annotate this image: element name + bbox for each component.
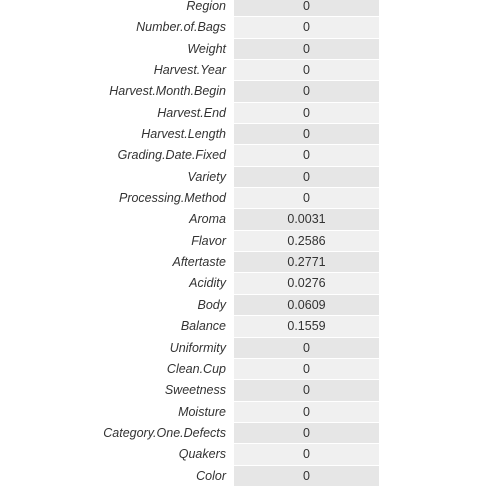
row-value: 0.0276 — [234, 273, 379, 294]
table-row: Variety 0 — [0, 166, 480, 188]
row-value: 0 — [234, 17, 379, 38]
row-label: Grading.Date.Fixed — [117, 148, 226, 163]
table-row: Harvest.Month.Begin 0 — [0, 81, 480, 102]
table-row: Aroma 0.0031 — [0, 209, 480, 230]
row-value: 0 — [234, 145, 379, 166]
row-label: Harvest.Length — [141, 127, 226, 142]
row-value: 0 — [234, 401, 379, 422]
table-row: Body 0.0609 — [0, 294, 480, 316]
table-row: Acidity 0.0276 — [0, 273, 480, 294]
table-row: Grading.Date.Fixed 0 — [0, 145, 480, 166]
row-value: 0 — [234, 444, 379, 465]
table-row: Balance 0.1559 — [0, 316, 480, 337]
table-row: Weight 0 — [0, 38, 480, 60]
table-row: Sweetness 0 — [0, 380, 480, 401]
row-label: Moisture — [178, 404, 226, 419]
row-value: 0.0031 — [234, 209, 379, 230]
table-row: Color 0 — [0, 465, 480, 487]
row-label: Aroma — [189, 212, 226, 227]
row-label: Flavor — [191, 233, 226, 248]
row-value: 0 — [234, 60, 379, 81]
table-row: Flavor 0.2586 — [0, 230, 480, 252]
row-value: 0.0609 — [234, 294, 379, 316]
row-label: Weight — [187, 41, 226, 56]
row-value: 0 — [234, 337, 379, 358]
row-label: Harvest.End — [157, 105, 226, 120]
row-value: 0.2771 — [234, 252, 379, 273]
row-label: Acidity — [189, 276, 226, 291]
row-value: 0.1559 — [234, 316, 379, 337]
row-value: 0 — [234, 0, 379, 17]
table-row: Clean.Cup 0 — [0, 358, 480, 380]
table-row: Aftertaste 0.2771 — [0, 252, 480, 273]
row-label: Number.of.Bags — [136, 20, 226, 35]
row-label: Aftertaste — [172, 255, 227, 270]
table-row: Quakers 0 — [0, 444, 480, 465]
row-label: Balance — [180, 319, 226, 334]
row-value: 0 — [234, 102, 379, 124]
table-row: Harvest.Length 0 — [0, 124, 480, 145]
row-label: Processing.Method — [118, 191, 226, 206]
row-label: Quakers — [178, 447, 226, 462]
row-value: 0 — [234, 358, 379, 380]
table-row: Uniformity 0 — [0, 337, 480, 359]
row-label: Variety — [187, 169, 226, 184]
table-row: Category.One.Defects 0 — [0, 422, 480, 444]
row-value: 0 — [234, 465, 379, 486]
table-row: Region 0 — [0, 0, 480, 17]
row-label: Color — [196, 468, 226, 483]
row-label: Category.One.Defects — [103, 425, 226, 440]
table-row: Harvest.Year 0 — [0, 60, 480, 81]
row-value: 0 — [234, 380, 379, 401]
row-value: 0 — [234, 166, 379, 188]
row-label: Clean.Cup — [166, 361, 226, 376]
row-label: Harvest.Year — [153, 63, 226, 78]
row-value: 0 — [234, 81, 379, 102]
row-value: 0.2586 — [234, 230, 379, 252]
row-value: 0 — [234, 188, 379, 209]
row-label: Uniformity — [169, 340, 226, 355]
table-row: Moisture 0 — [0, 401, 480, 423]
row-label: Body — [197, 297, 227, 312]
row-label: Region — [186, 0, 226, 13]
row-value: 0 — [234, 422, 379, 444]
table-row: Harvest.End 0 — [0, 102, 480, 124]
row-label: Harvest.Month.Begin — [109, 84, 226, 99]
table-row: Processing.Method 0 — [0, 188, 480, 209]
table-row: Number.of.Bags 0 — [0, 17, 480, 38]
row-value: 0 — [234, 124, 379, 145]
row-label: Sweetness — [164, 383, 226, 398]
row-value: 0 — [234, 38, 379, 60]
